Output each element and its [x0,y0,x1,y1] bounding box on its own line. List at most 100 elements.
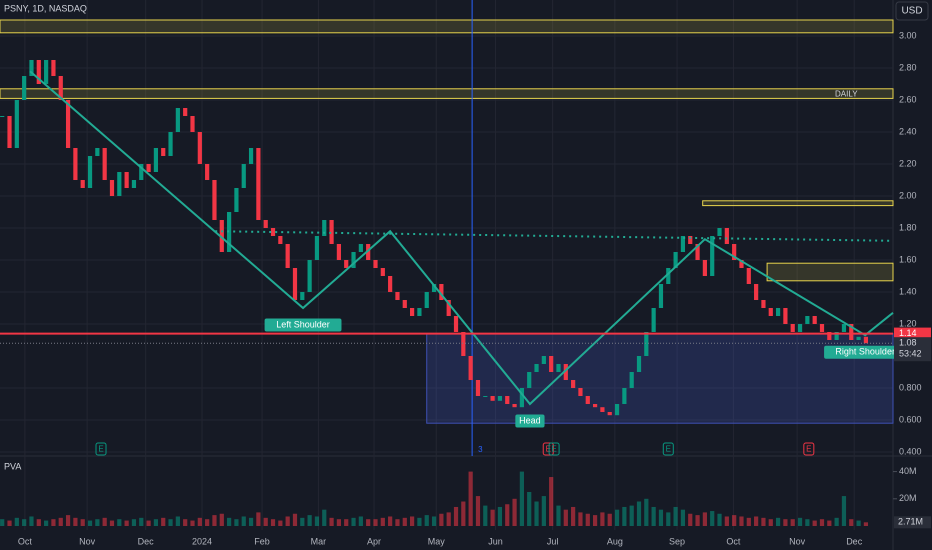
candle [139,164,144,180]
x-tick-label: Apr [367,536,381,546]
volume-bar [439,513,444,526]
volume-bar [541,496,546,526]
volume-bar [417,517,422,526]
volume-bar [322,509,327,526]
volume-bar [292,513,298,526]
symbol-title: PSNY, 1D, NASDAQ [4,3,87,13]
level-tag-bg [894,327,931,340]
candle [409,308,415,316]
volume-bar [527,492,532,526]
volume-bar [0,519,5,526]
volume-bar [190,520,195,526]
volume-bar [797,517,803,526]
countdown: 53:42 [899,349,922,359]
y-tick-label: 2.20 [899,158,917,168]
zone [0,19,894,34]
volume-bar [402,517,407,526]
candle [819,324,825,332]
zone [0,88,894,99]
candle [80,180,85,188]
volume-bar [534,501,539,526]
volume-bar [863,522,869,526]
candle [549,356,554,372]
candle [790,324,795,332]
volume-bar [388,516,393,526]
currency[interactable]: USD [901,6,922,17]
volume-bar [549,477,554,526]
candle [607,412,612,416]
event-marker [542,442,554,456]
volume-bar [7,520,12,526]
candle [812,316,817,324]
candle [614,404,620,416]
axis: 3.00 2.80 2.60 2.40 2.20 2.00 1.80 1.60 1.40 1.20… [18,30,931,546]
volume-bar [219,513,224,526]
candle [190,116,195,132]
y-tick-label: 0.800 [899,382,922,392]
candle [585,396,590,404]
candle [497,396,503,401]
volume-bar [358,516,363,526]
y-tick-label: 2.80 [899,62,917,72]
neckline [215,230,894,242]
candle [241,164,246,188]
event-label: E [98,445,103,454]
candle [153,148,159,172]
candle [73,148,78,180]
volume-bar [344,519,349,526]
volume-bar [666,512,671,526]
volume-bar [431,516,437,526]
volume-bar [805,519,810,526]
candle [7,116,12,148]
event-marker [95,442,107,456]
volume-bar [14,517,19,526]
volume-bar [197,517,202,526]
volume-bar [395,519,400,526]
event-label: E [806,445,811,454]
candle [300,292,305,300]
candle [688,236,693,244]
candle [600,407,605,412]
candle [761,300,766,308]
volume-tag: 2.71M [898,517,923,527]
volume-bar [102,517,107,526]
candle [666,268,671,284]
candle [490,396,495,401]
x-tick-label: Aug [607,536,623,546]
candle [314,236,320,260]
pattern-line [29,70,894,406]
candle [644,332,649,356]
candle [14,100,19,148]
candle [446,300,451,316]
volume-bar [739,516,744,526]
currency-button[interactable] [895,1,929,21]
candle [431,284,437,292]
volume-bar [571,506,576,526]
volume-bar [314,516,320,526]
candle [702,260,707,276]
x-tick-label: Nov [79,536,96,546]
x-tick-label: Jul [547,536,559,546]
last-price: 1.08 [899,338,917,348]
volume-bar [248,517,254,526]
volume-bar [710,511,715,526]
candle [344,260,349,268]
volume-bar [556,505,561,526]
grid [0,0,893,530]
x-tick-label: Dec [138,536,155,546]
y-tick-label: 1.80 [899,222,917,232]
candle [388,276,393,292]
volume-bar [44,520,49,526]
volume-tick-label: 40M [899,466,917,476]
candle [724,228,729,244]
candle [863,336,869,344]
candle [483,396,488,397]
volume-bar [717,513,722,526]
candle [680,236,686,252]
event-marker [803,442,815,456]
volume-tick-label: 20M [899,493,917,503]
candle [563,364,568,380]
volume-bar [834,517,839,526]
volume-bar [80,519,85,526]
level-tag: 1.14 [899,328,917,338]
